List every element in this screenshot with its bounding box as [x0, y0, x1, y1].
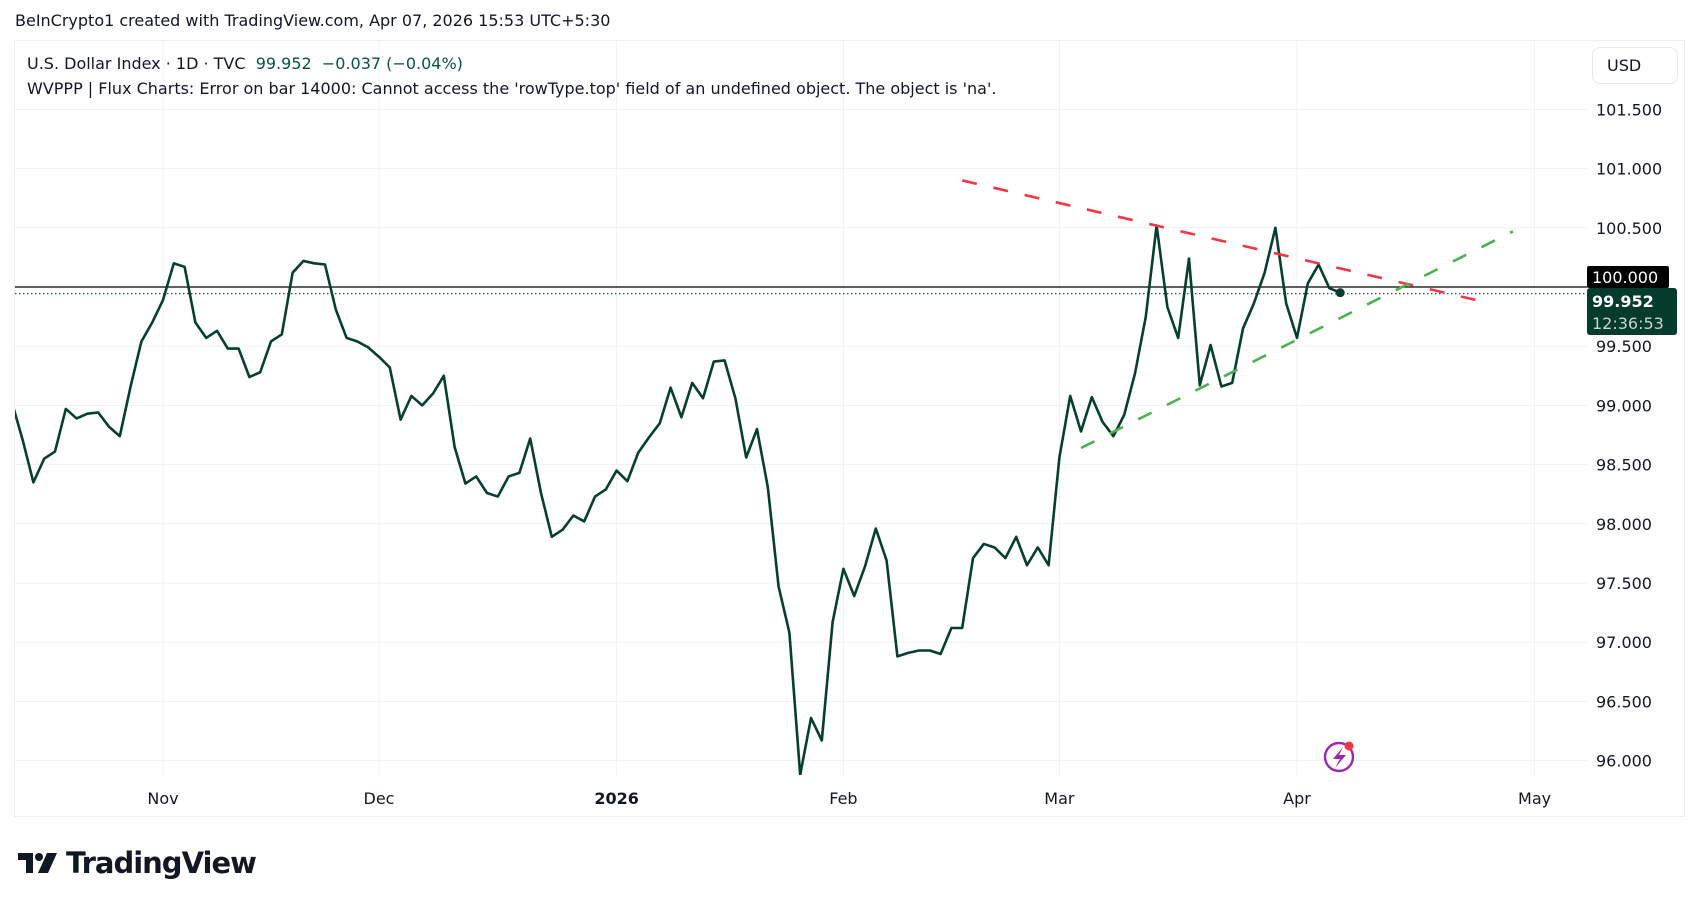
price-tick-label: 96.000 — [1596, 752, 1652, 771]
price-tick-label: 98.500 — [1596, 456, 1652, 475]
plot-area — [15, 179, 1587, 775]
brand-name: TradingView — [66, 846, 257, 880]
chart-frame — [14, 40, 1685, 817]
time-tick-label: Apr — [1283, 789, 1311, 808]
level-price-label — [1587, 266, 1669, 288]
price-tick-label: 97.000 — [1596, 633, 1652, 652]
tradingview-logo-icon — [18, 853, 57, 873]
indicator-error-legend[interactable]: WVPPP | Flux Charts: Error on bar 14000:… — [27, 79, 997, 98]
time-tick-label: Mar — [1044, 789, 1075, 808]
currency-button[interactable]: USD — [1592, 47, 1678, 84]
price-tick-label: 100.500 — [1596, 219, 1662, 238]
current-price-text: 99.952 — [1592, 292, 1654, 311]
time-tick-label: Nov — [147, 789, 178, 808]
symbol-legend[interactable]: U.S. Dollar Index · 1D · TVC 99.952 −0.0… — [27, 54, 463, 73]
time-tick-label: Feb — [829, 789, 857, 808]
current-price-label — [1587, 288, 1677, 335]
price-tick-label: 101.500 — [1596, 100, 1662, 119]
resistance-trendline[interactable] — [961, 179, 1492, 305]
level-price-text: 100.000 — [1592, 268, 1658, 287]
time-axis[interactable]: Nov Dec 2026 Feb Mar Apr May — [147, 789, 1551, 808]
price-tick-label: 101.000 — [1596, 160, 1662, 179]
price-line — [15, 224, 1341, 775]
price-axis[interactable]: 96.000 96.500 97.000 97.500 98.000 98.500 99.0… — [1587, 100, 1677, 771]
price-change: −0.037 (−0.04%) — [321, 54, 463, 73]
lightning-alert-icon[interactable] — [1323, 741, 1355, 773]
last-price-dot — [1335, 288, 1345, 298]
last-price: 99.952 — [255, 54, 312, 73]
time-tick-label: May — [1518, 789, 1551, 808]
price-tick-label: 98.000 — [1596, 515, 1652, 534]
lightning-bolt — [1333, 747, 1346, 768]
grid — [15, 41, 1587, 775]
bar-countdown-text: 12:36:53 — [1592, 314, 1664, 333]
credit-line: BeInCrypto1 created with TradingView.com… — [15, 11, 611, 30]
time-tick-label: 2026 — [594, 789, 639, 808]
price-tick-label: 97.500 — [1596, 574, 1652, 593]
symbol-name: U.S. Dollar Index · 1D · TVC — [27, 54, 246, 73]
alert-badge — [1344, 741, 1354, 751]
price-tick-label: 99.500 — [1596, 337, 1652, 356]
price-tick-label: 96.500 — [1596, 692, 1652, 711]
tradingview-logo[interactable]: TradingView — [18, 846, 257, 880]
time-tick-label: Dec — [364, 789, 395, 808]
price-tick-label: 99.000 — [1596, 396, 1652, 415]
